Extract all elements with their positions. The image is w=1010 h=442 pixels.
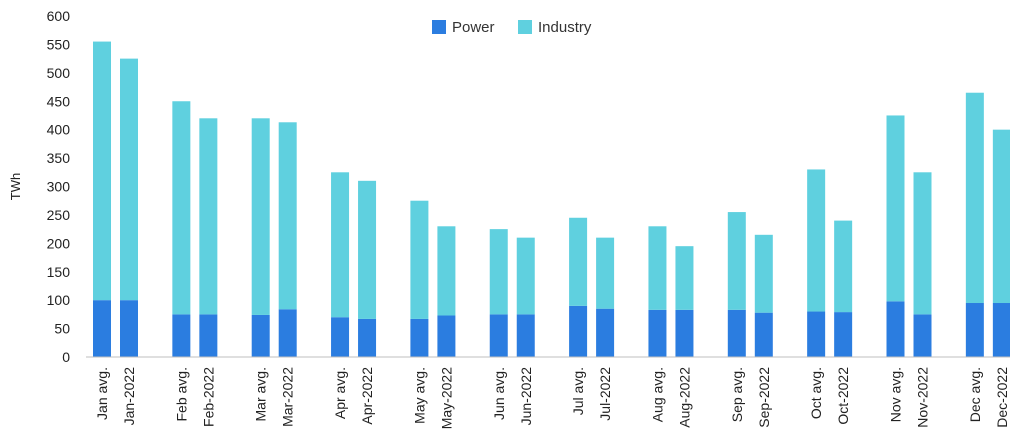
y-tick-label: 400	[47, 122, 71, 138]
x-category-label: Feb avg.	[173, 367, 189, 421]
bar-industry	[93, 41, 111, 301]
bar-industry	[913, 172, 932, 315]
bar-power	[251, 314, 270, 357]
y-tick-label: 0	[62, 349, 70, 365]
bar-industry	[516, 237, 535, 315]
y-tick-label: 100	[47, 292, 71, 308]
x-category-label: Apr-2022	[359, 367, 375, 425]
bar-industry	[251, 118, 270, 315]
bar-industry	[569, 217, 588, 306]
x-category-label: Jul avg.	[570, 367, 586, 415]
legend: Power Industry	[432, 19, 592, 36]
bar-power	[410, 318, 429, 357]
x-category-label: Sep-2022	[756, 367, 772, 428]
x-category-label: Feb-2022	[200, 367, 216, 427]
x-category-label: Jun avg.	[491, 367, 507, 420]
bar-power	[358, 318, 377, 357]
bar-power	[992, 303, 1010, 357]
x-category-label: Dec-2022	[994, 367, 1010, 428]
bar-industry	[172, 101, 191, 315]
x-category-label: Mar avg.	[253, 367, 269, 421]
bar-power	[93, 300, 111, 357]
bar-industry	[199, 118, 218, 315]
x-category-label: Aug-2022	[676, 367, 692, 428]
y-tick-label: 550	[47, 36, 71, 52]
x-category-label: Oct-2022	[835, 367, 851, 425]
x-category-label: May avg.	[411, 367, 427, 424]
bar-industry	[965, 92, 984, 304]
bar-industry	[807, 169, 826, 312]
bar-power	[569, 305, 588, 357]
bar-power	[675, 309, 694, 357]
y-tick-label: 50	[54, 321, 70, 337]
bar-industry	[437, 226, 456, 316]
y-tick-label: 350	[47, 150, 71, 166]
x-category-label: Jan avg.	[94, 367, 110, 420]
x-category-label: Nov-2022	[915, 367, 931, 428]
bar-power	[437, 315, 456, 357]
bar-industry	[648, 226, 667, 310]
x-category-label: Dec avg.	[967, 367, 983, 422]
y-tick-label: 500	[47, 65, 71, 81]
legend-swatch-industry	[518, 20, 532, 34]
y-axis-title: TWh	[8, 173, 23, 200]
y-tick-label: 300	[47, 179, 71, 195]
bar-industry	[489, 229, 508, 315]
x-category-label: Sep avg.	[729, 367, 745, 422]
legend-label-power: Power	[452, 19, 495, 36]
x-category-label: Mar-2022	[280, 367, 296, 427]
bar-industry	[886, 115, 905, 302]
x-category-label: Jan-2022	[121, 367, 137, 426]
y-tick-label: 600	[47, 8, 71, 24]
bars	[93, 41, 1010, 357]
bar-power	[120, 300, 138, 357]
legend-swatch-power	[432, 20, 446, 34]
bar-power	[807, 311, 826, 357]
bar-industry	[834, 220, 853, 313]
bar-power	[516, 314, 535, 357]
bar-industry	[727, 212, 746, 310]
bar-industry	[596, 237, 615, 309]
bar-industry	[358, 180, 377, 319]
bar-power	[199, 314, 218, 357]
y-tick-label: 250	[47, 207, 71, 223]
x-category-label: Aug avg.	[649, 367, 665, 422]
legend-label-industry: Industry	[538, 19, 592, 36]
bar-power	[596, 308, 615, 357]
x-category-label: Nov avg.	[888, 367, 904, 422]
bar-power	[834, 312, 853, 357]
bar-industry	[754, 234, 773, 313]
bar-industry	[992, 129, 1010, 304]
bar-power	[965, 303, 984, 357]
bar-industry	[331, 172, 350, 318]
x-category-label: Jul-2022	[597, 367, 613, 421]
bar-industry	[120, 58, 138, 301]
bar-industry	[278, 122, 297, 310]
bar-power	[278, 309, 297, 357]
bar-industry	[675, 246, 694, 310]
x-category-label: Oct avg.	[808, 367, 824, 419]
bar-power	[886, 301, 905, 357]
y-tick-label: 150	[47, 264, 71, 280]
bar-power	[331, 317, 350, 357]
bar-power	[172, 314, 191, 357]
x-category-label: May-2022	[438, 367, 454, 429]
bar-power	[727, 309, 746, 357]
y-tick-label: 450	[47, 93, 71, 109]
x-category-label: Jun-2022	[518, 367, 534, 426]
x-axis-labels: Jan avg. Jan-2022 Feb avg. Feb-2022 Mar avg.…	[94, 367, 1010, 429]
bar-power	[489, 314, 508, 357]
y-tick-label: 200	[47, 235, 71, 251]
bar-power	[648, 309, 667, 357]
bar-power	[913, 314, 932, 357]
x-category-label: Apr avg.	[332, 367, 348, 419]
bar-industry	[410, 200, 429, 319]
bar-power	[754, 312, 773, 357]
y-axis: 0 50 100 150 200 250 300 350 400 450 500 550 600	[47, 8, 71, 365]
